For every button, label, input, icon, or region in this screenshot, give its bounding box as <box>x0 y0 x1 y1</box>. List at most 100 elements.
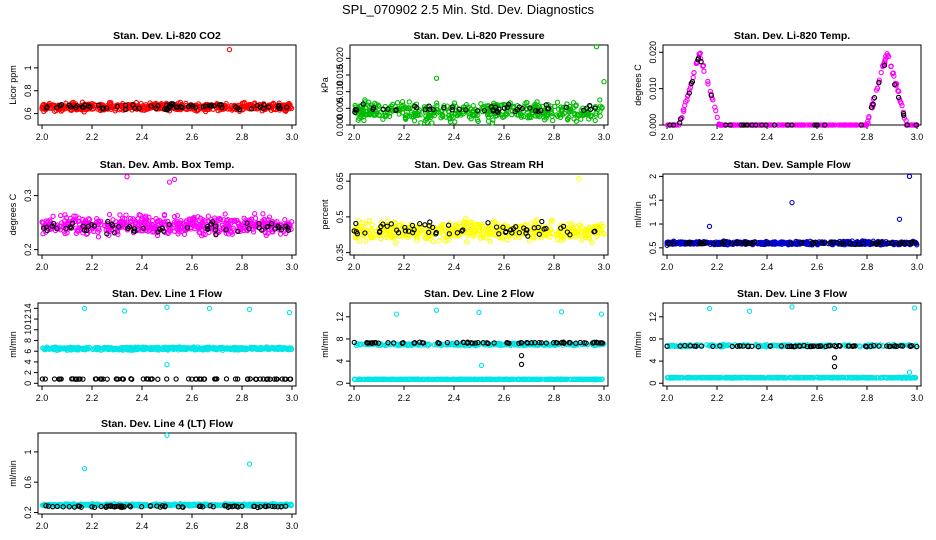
data-point <box>173 104 179 110</box>
data-point <box>213 231 219 238</box>
x-tick-label: 2.0 <box>348 393 361 403</box>
data-point <box>682 99 689 105</box>
data-point <box>81 227 88 233</box>
outlier-point <box>598 311 605 317</box>
x-tick-label: 3.0 <box>598 262 611 272</box>
data-point <box>141 219 147 225</box>
x-tick-label: 3.0 <box>286 262 299 272</box>
y-tick-label: 12 <box>335 312 345 322</box>
y-axis-label: ml/min <box>320 331 330 358</box>
data-point <box>363 105 369 111</box>
data-point <box>88 222 95 228</box>
data-point <box>44 227 50 234</box>
x-tick-label: 2.2 <box>86 132 99 142</box>
data-point <box>895 88 901 94</box>
data-point <box>221 104 228 110</box>
data-point <box>852 122 858 128</box>
panel-title: Stan. Dev. Sample Flow <box>733 159 851 171</box>
data-point <box>422 117 428 124</box>
data-point <box>223 227 229 233</box>
x-tick-label: 2.8 <box>861 393 874 403</box>
data-point <box>496 106 502 112</box>
y-tick-label: 0.015 <box>335 64 345 87</box>
data-point <box>63 215 69 221</box>
data-point <box>352 107 358 113</box>
x-tick-label: 2.6 <box>811 132 824 142</box>
y-axis-label: kPa <box>320 77 330 93</box>
y-tick-label: 6 <box>23 349 33 354</box>
data-point <box>597 113 603 119</box>
panel-title: Stan. Dev. Li-820 CO2 <box>113 30 221 42</box>
data-point <box>158 103 165 109</box>
data-point <box>425 114 432 120</box>
data-point <box>585 112 592 118</box>
data-point <box>468 116 474 122</box>
data-point <box>695 55 702 61</box>
data-point <box>474 108 481 114</box>
data-point <box>239 100 246 106</box>
data-point <box>104 231 110 237</box>
data-point <box>504 104 511 110</box>
data-point <box>44 219 51 225</box>
data-point <box>153 105 159 112</box>
y-tick-label: 10 <box>23 325 33 335</box>
y-tick-label: 1 <box>648 222 658 227</box>
y-axis-label: Licor ppm <box>8 65 18 105</box>
data-point <box>690 74 696 81</box>
x-tick-label: 2.2 <box>86 393 99 403</box>
data-point <box>184 224 191 231</box>
y-tick-label: 1.5 <box>648 194 658 207</box>
data-point <box>488 104 494 110</box>
data-point <box>127 215 134 222</box>
data-point <box>125 225 131 231</box>
data-point <box>519 105 525 112</box>
x-tick-label: 2.4 <box>761 132 774 142</box>
data-point <box>155 376 161 382</box>
data-point <box>99 106 106 112</box>
data-point <box>117 212 123 218</box>
x-tick-label: 2.8 <box>548 393 561 403</box>
data-point <box>399 99 406 105</box>
data-point <box>257 104 263 110</box>
data-point <box>244 220 250 226</box>
outlier-point <box>226 46 233 53</box>
data-point <box>566 114 572 121</box>
data-point <box>394 100 401 106</box>
data-point <box>143 213 149 219</box>
x-tick-label: 2.8 <box>861 132 874 142</box>
data-point <box>241 227 247 234</box>
x-tick-label: 2.4 <box>761 393 774 403</box>
data-point <box>785 122 791 128</box>
data-point <box>382 113 388 120</box>
x-tick-label: 2.8 <box>548 262 561 272</box>
data-point <box>681 108 687 115</box>
data-point <box>814 122 820 128</box>
data-point <box>368 111 375 117</box>
panel-title: Stan. Dev. Line 3 Flow <box>737 288 848 300</box>
data-point <box>441 104 447 111</box>
data-point <box>684 97 690 103</box>
data-point <box>892 81 898 88</box>
data-point <box>202 103 209 109</box>
data-point <box>447 116 453 122</box>
y-tick-label: 0.5 <box>648 242 658 255</box>
data-point <box>134 105 140 111</box>
y-tick-label: 0 <box>23 381 33 386</box>
data-point <box>417 112 423 118</box>
outlier-point <box>896 216 903 222</box>
data-point <box>157 226 163 232</box>
data-point <box>406 99 412 105</box>
data-point <box>589 240 595 246</box>
data-point <box>563 104 569 111</box>
data-point <box>470 103 476 109</box>
data-point <box>743 122 750 128</box>
data-point <box>490 117 496 123</box>
data-point <box>84 227 90 234</box>
x-tick-label: 2.4 <box>448 262 461 272</box>
data-point <box>835 122 842 128</box>
data-point <box>223 221 229 228</box>
data-point <box>181 231 188 238</box>
data-point <box>185 103 192 110</box>
